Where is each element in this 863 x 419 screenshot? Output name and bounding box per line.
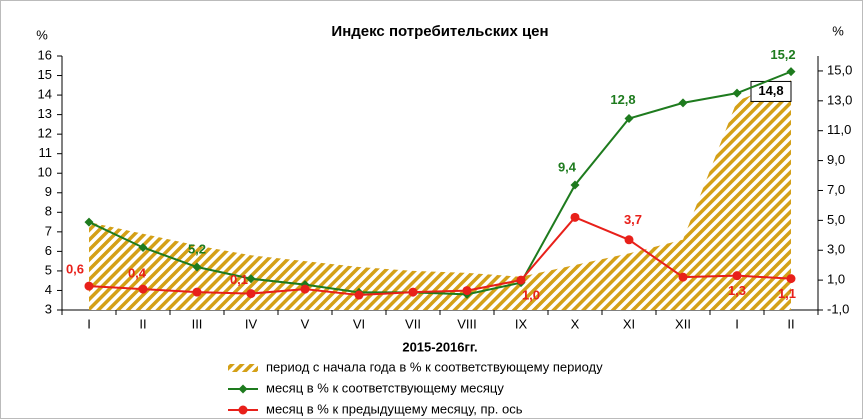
marker [786, 274, 796, 284]
data-label: 1,1 [778, 286, 796, 301]
data-label: 3,7 [624, 212, 642, 227]
marker [192, 262, 202, 272]
line [88, 70, 792, 296]
x-tick-label: XII [675, 316, 691, 331]
marker [84, 217, 94, 227]
data-label-box [750, 80, 792, 102]
data-label: 0,4 [128, 266, 147, 281]
chart-title: Индекс потребительских цен [331, 23, 548, 40]
marker [462, 286, 472, 296]
data-label: 0,1 [230, 272, 248, 287]
y-tick-label: 14 [38, 87, 52, 102]
x-tick-label: I [735, 316, 739, 331]
y-tick-label: 4 [45, 282, 52, 297]
marker [678, 272, 688, 282]
y-tick-label: 12 [38, 126, 52, 141]
y-tick-label: 5 [45, 262, 52, 277]
data-label: 9,4 [558, 159, 577, 174]
x-tick-label: II [787, 316, 794, 331]
marker [570, 180, 580, 190]
x-tick-label: VI [353, 316, 365, 331]
legend-swatch [228, 364, 258, 372]
marker [678, 98, 688, 108]
y-tick-label: 13 [38, 106, 52, 121]
y-tick-label: 10 [38, 165, 52, 180]
marker [516, 275, 526, 285]
y-tick-label: 8 [45, 204, 52, 219]
marker [246, 289, 256, 299]
marker [408, 287, 418, 297]
data-label: 0,6 [66, 262, 84, 277]
y-tick-label: 6 [45, 243, 52, 258]
y2-tick-label: 11,0 [827, 122, 851, 137]
y-axis-label: % [36, 27, 48, 42]
y-tick-label: 16 [38, 47, 52, 62]
y-tick-label: 9 [45, 184, 52, 199]
data-label: 14,8 [758, 83, 783, 98]
y2-tick-label: 7,0 [827, 182, 845, 197]
legend-marker [238, 384, 248, 394]
y2-tick-label: 9,0 [827, 152, 845, 167]
x-tick-label: X [571, 316, 580, 331]
y-tick-label: 7 [45, 223, 52, 238]
x-tick-label: IX [515, 316, 528, 331]
x-tick-label: VIII [457, 316, 477, 331]
x-tick-label: II [139, 316, 146, 331]
x-axis-label: 2015-2016гг. [402, 339, 477, 354]
area [89, 79, 791, 310]
y2-tick-label: 1,0 [827, 272, 845, 287]
marker [624, 235, 634, 245]
y2-axis-label: % [832, 23, 844, 38]
y-tick-label: 3 [45, 301, 52, 316]
marker [354, 290, 364, 300]
data-label: 12,8 [610, 92, 635, 107]
data-label: 5,2 [188, 241, 206, 256]
x-tick-label: V [301, 316, 310, 331]
y2-tick-label: -1,0 [827, 301, 849, 316]
legend-label: месяц в % к соответствующему месяцу [266, 380, 504, 395]
marker [732, 88, 742, 98]
marker [84, 281, 94, 291]
marker [786, 67, 796, 77]
legend-marker [238, 405, 248, 415]
marker [570, 212, 580, 222]
marker [138, 242, 148, 252]
data-label: 1,0 [522, 288, 540, 303]
y2-tick-label: 15,0 [827, 62, 852, 77]
data-label: 1,3 [728, 283, 746, 298]
x-tick-label: I [87, 316, 91, 331]
marker [300, 284, 310, 294]
data-label: 15,2 [770, 47, 795, 62]
y2-tick-label: 5,0 [827, 212, 845, 227]
x-tick-label: III [192, 316, 203, 331]
marker [732, 271, 742, 281]
marker [246, 274, 256, 284]
y-tick-label: 11 [39, 145, 53, 160]
legend-label: период с начала года в % к соответствующ… [266, 359, 603, 374]
x-tick-label: XI [623, 316, 635, 331]
y2-tick-label: 13,0 [827, 92, 852, 107]
y-tick-label: 15 [38, 67, 52, 82]
legend-label: месяц в % к предыдущему месяцу, пр. ось [266, 401, 523, 416]
marker [138, 284, 148, 294]
x-tick-label: VII [405, 316, 421, 331]
y2-tick-label: 3,0 [827, 242, 845, 257]
line [88, 216, 792, 297]
x-tick-label: IV [245, 316, 258, 331]
marker [624, 114, 634, 124]
marker [192, 287, 202, 297]
